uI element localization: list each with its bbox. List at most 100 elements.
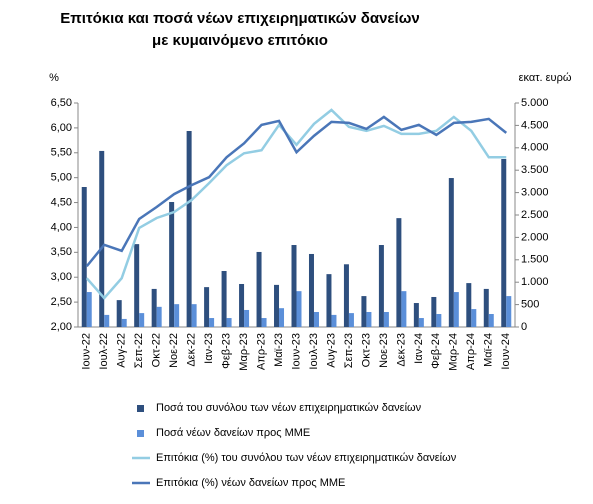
- bar: [436, 314, 442, 327]
- x-tick-label: Δεκ-23: [395, 333, 407, 367]
- bar: [279, 308, 285, 327]
- x-tick-label: Απρ-23: [255, 333, 267, 370]
- x-tick-label: Ιαν-23: [203, 333, 215, 364]
- y-tick-label: 2,50: [51, 296, 72, 308]
- x-tick-label: Νοε-22: [168, 333, 180, 368]
- x-tick-label: Σεπ-23: [343, 333, 355, 368]
- bar: [396, 218, 402, 327]
- bar: [308, 253, 314, 327]
- x-tick-label: Οκτ-23: [360, 333, 372, 367]
- bar: [343, 264, 349, 327]
- bar: [139, 313, 145, 327]
- x-tick-label: Οκτ-22: [151, 333, 163, 367]
- y-tick-label: 2,00: [51, 321, 72, 333]
- y2-tick-label: 5.000: [521, 97, 549, 109]
- bar: [186, 131, 192, 327]
- bar: [239, 283, 245, 327]
- x-tick-label: Ιουν-24: [500, 333, 512, 370]
- legend-label: Ποσά του συνόλου των νέων επιχειρηματικώ…: [156, 402, 422, 414]
- x-tick-label: Φεβ-24: [430, 333, 442, 369]
- bar: [348, 313, 354, 327]
- line: [85, 108, 507, 301]
- bar: [291, 245, 297, 327]
- x-tick-label: Μαρ-24: [448, 333, 460, 371]
- legend-marker: [137, 430, 144, 437]
- x-tick-label: Νοε-23: [378, 333, 390, 368]
- y2-tick-label: 1.500: [521, 254, 549, 266]
- x-tick-label: Δεκ-22: [186, 333, 198, 367]
- y-tick-label: 3,00: [51, 271, 72, 283]
- bar: [81, 187, 87, 327]
- bar: [174, 304, 180, 327]
- y-tick-label: 4,50: [51, 196, 72, 208]
- bar: [296, 291, 302, 327]
- bar: [418, 318, 424, 327]
- legend-label: Επιτόκια (%) του συνόλου των νέων επιχει…: [156, 452, 457, 464]
- bar: [483, 288, 489, 327]
- bar: [151, 288, 157, 327]
- y2-tick-label: 1.000: [521, 276, 549, 288]
- y2-tick-label: 2.500: [521, 209, 549, 221]
- x-tick-label: Ιουλ-23: [308, 333, 320, 370]
- y-tick-label: 4,00: [51, 221, 72, 233]
- bar: [116, 300, 122, 327]
- bar: [501, 159, 507, 327]
- bar: [169, 202, 175, 327]
- bar: [99, 150, 105, 327]
- y2-tick-label: 3.000: [521, 187, 549, 199]
- bar: [466, 283, 472, 327]
- legend-label: Επιτόκια (%) νέων δανείων προς ΜΜΕ: [156, 477, 345, 489]
- bar: [156, 306, 162, 327]
- x-tick-label: Μαρ-23: [238, 333, 250, 371]
- x-tick-label: Απρ-24: [465, 333, 477, 370]
- bar: [471, 309, 477, 327]
- bar: [448, 178, 454, 327]
- bar: [104, 314, 110, 327]
- x-tick-label: Μαϊ-24: [483, 333, 495, 367]
- y2-tick-label: 2.000: [521, 231, 549, 243]
- bar: [366, 311, 372, 327]
- bar: [191, 304, 197, 327]
- bar: [226, 318, 232, 327]
- y2-tick-label: 0: [521, 321, 527, 333]
- chart-title: Επιτόκια και ποσά νέων επιχειρηματικών δ…: [60, 10, 420, 49]
- legend-marker: [137, 405, 144, 412]
- x-tick-label: Ιουν-22: [81, 333, 93, 370]
- bar: [506, 296, 512, 327]
- bar: [256, 251, 262, 327]
- bar: [274, 284, 280, 327]
- y-tick-label: 5,50: [51, 147, 72, 159]
- y-tick-label: 6,50: [51, 97, 72, 109]
- bar: [261, 318, 267, 327]
- y2-tick-label: 500: [521, 299, 539, 311]
- x-tick-label: Σεπ-22: [133, 333, 145, 368]
- legend-label: Ποσά νέων δανείων προς ΜΜΕ: [156, 427, 310, 439]
- y-tick-label: 6,00: [51, 122, 72, 134]
- x-tick-label: Αυγ-23: [325, 333, 337, 368]
- bar: [326, 274, 332, 327]
- bar: [413, 303, 419, 327]
- bar: [431, 296, 437, 327]
- bar: [383, 311, 389, 327]
- y2-axis-title: εκατ. ευρώ: [519, 72, 572, 84]
- x-tick-label: Αυγ-22: [116, 333, 128, 368]
- bar: [313, 311, 319, 327]
- x-tick-label: Μαϊ-23: [273, 333, 285, 367]
- x-tick-label: Φεβ-23: [220, 333, 232, 369]
- bar: [401, 291, 407, 327]
- bar: [204, 287, 210, 327]
- bar: [488, 314, 494, 327]
- y-tick-label: 5,00: [51, 172, 72, 184]
- y-axis-title: %: [49, 72, 59, 84]
- line: [85, 115, 508, 268]
- y2-tick-label: 3.500: [521, 164, 549, 176]
- bar: [361, 296, 367, 327]
- y2-tick-label: 4.500: [521, 119, 549, 131]
- x-tick-label: Ιουλ-22: [98, 333, 110, 370]
- x-tick-label: Ιουν-23: [290, 333, 302, 370]
- bar: [221, 271, 227, 327]
- bar: [378, 245, 384, 327]
- bar: [121, 318, 127, 327]
- y-tick-label: 3,50: [51, 246, 72, 258]
